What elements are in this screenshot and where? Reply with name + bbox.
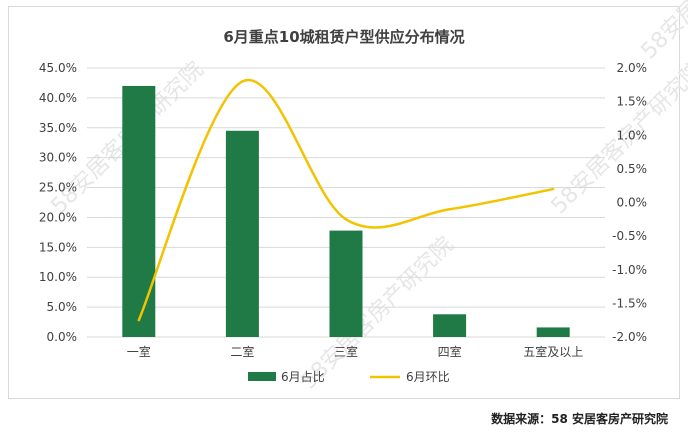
line-point-五室及以上 xyxy=(552,187,555,191)
category-label: 三室 xyxy=(334,344,358,359)
left-tick-label: 10.0% xyxy=(39,270,77,284)
right-tick-label: 1.5% xyxy=(617,95,648,109)
bar-一室 xyxy=(122,85,156,337)
line-path-ring-ratio xyxy=(137,78,554,321)
bar-二室 xyxy=(225,130,259,337)
category-label: 一室 xyxy=(127,344,151,359)
category-label: 四室 xyxy=(438,344,462,359)
chart-title: 6月重点10城租赁户型供应分布情况 xyxy=(223,28,464,46)
left-tick-label: 5.0% xyxy=(47,300,78,314)
line-series xyxy=(137,78,555,322)
line-point-四室 xyxy=(448,208,451,211)
left-tick-label: 35.0% xyxy=(39,121,77,135)
category-label: 五室及以上 xyxy=(523,344,583,359)
bars xyxy=(122,85,570,337)
right-tick-label: -0.5% xyxy=(612,229,647,243)
left-axis-ticks: 45.0% 40.0% 35.0% 30.0% 25.0% 20.0% 15.0% 10.0%… xyxy=(39,61,77,344)
legend-label-line: 6月环比 xyxy=(406,370,450,384)
category-labels: 一室 二室 三室 四室 五室及以上 xyxy=(127,344,583,359)
legend-swatch-bar xyxy=(248,372,276,381)
right-tick-label: 0.0% xyxy=(617,196,648,210)
left-tick-label: 40.0% xyxy=(39,91,77,105)
watermark-text: 58安居客房产研究院 xyxy=(637,0,688,64)
legend: 6月占比 6月环比 xyxy=(248,369,450,384)
right-tick-label: 0.5% xyxy=(617,162,648,176)
right-tick-label: -1.0% xyxy=(612,263,647,277)
category-label: 二室 xyxy=(230,344,254,359)
bar-四室 xyxy=(433,314,467,337)
left-tick-label: 30.0% xyxy=(39,151,77,165)
legend-label-bar: 6月占比 xyxy=(281,369,325,384)
left-tick-label: 25.0% xyxy=(39,181,77,195)
line-point-三室 xyxy=(344,218,348,221)
data-source: 数据来源：58 安居客房产研究院 xyxy=(491,412,668,426)
right-axis-ticks: 2.0% 1.5% 1.0% 0.5% 0.0% -0.5% -1.0% -1.5% -2.0% xyxy=(612,61,647,344)
right-tick-label: 2.0% xyxy=(617,61,648,75)
bar-五室及以上 xyxy=(536,327,570,337)
bar-三室 xyxy=(329,230,363,337)
left-tick-label: 0.0% xyxy=(47,330,78,344)
left-tick-label: 20.0% xyxy=(39,210,77,224)
right-tick-label: 1.0% xyxy=(617,128,648,142)
line-point-二室 xyxy=(241,80,244,83)
left-tick-label: 45.0% xyxy=(39,61,77,75)
line-point-一室 xyxy=(137,318,140,322)
left-tick-label: 15.0% xyxy=(39,240,77,254)
right-tick-label: -1.5% xyxy=(612,296,647,310)
right-tick-label: -2.0% xyxy=(612,330,647,344)
